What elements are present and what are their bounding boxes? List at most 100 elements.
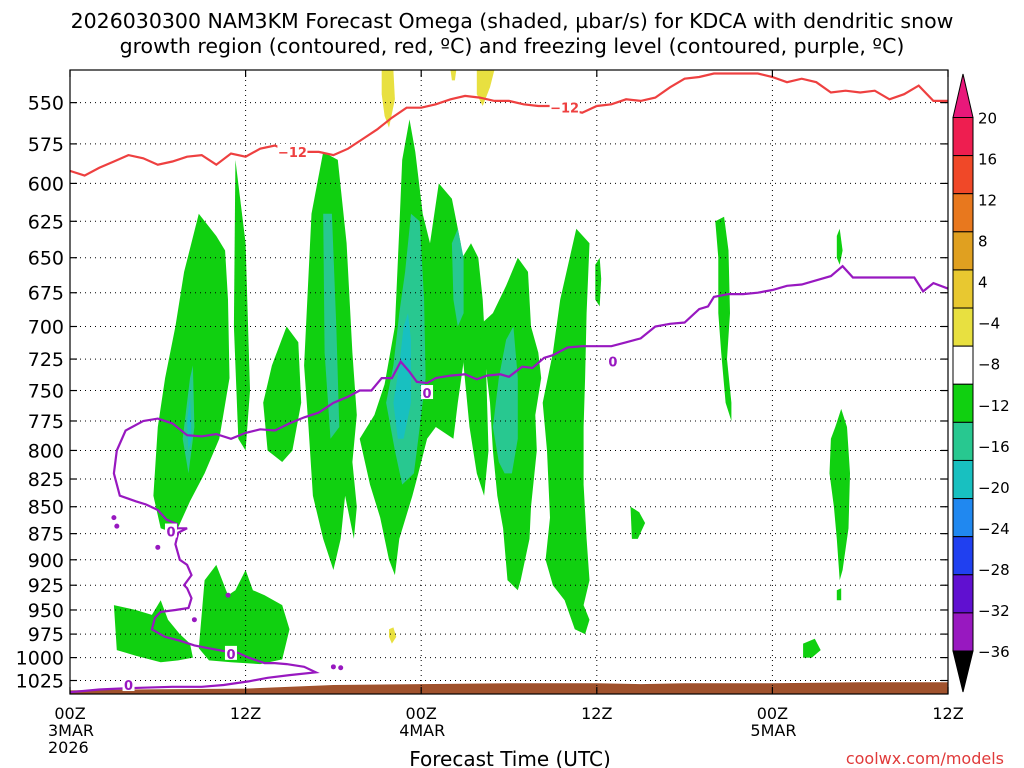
omega-region-minus4: [462, 243, 489, 496]
contour-lines: −12 −12 0 0 0 0 0: [70, 72, 948, 694]
y-tick-label: 550: [28, 93, 64, 115]
omega-region-4: [450, 70, 457, 81]
freezing-label: 0: [166, 526, 175, 541]
omega-region-minus8: [323, 213, 340, 439]
colorbar-label: −32: [978, 602, 1010, 620]
omega-region-minus4: [836, 588, 842, 601]
x-tick-label: 12Z: [932, 704, 963, 723]
colorbar-segment: [952, 383, 974, 423]
y-tick-label: 950: [28, 600, 64, 622]
y-tick-label: 925: [28, 575, 64, 597]
colorbar-segment: [952, 612, 974, 652]
colorbar-label: 20: [978, 110, 997, 128]
y-tick-label: 600: [28, 173, 64, 195]
freezing-level-dot: [330, 664, 336, 670]
freezing-label-bg: [224, 645, 237, 660]
colorbar-segment: [952, 269, 974, 309]
x-tick-label: 00Z: [406, 704, 437, 723]
colorbar-segment: [952, 193, 974, 233]
freezing-label: 0: [608, 356, 617, 371]
omega-region-minus8: [492, 326, 518, 474]
dgz-label: −12: [550, 102, 579, 117]
colorbar-label: −4: [978, 315, 1000, 333]
freezing-label: 0: [124, 679, 133, 694]
omega-region-minus4: [595, 257, 602, 307]
omega-region-minus4: [198, 564, 290, 665]
colorbar-segment: [952, 536, 974, 576]
y-tick-label: 875: [28, 524, 64, 546]
colorbar-label: −24: [978, 520, 1010, 538]
omega-region-minus4: [715, 216, 732, 421]
colorbar-segment: [952, 155, 974, 195]
colorbar-bottom-arrow: [952, 650, 974, 693]
dgz-label-bg: [549, 99, 580, 114]
colorbar-segment: [952, 421, 974, 461]
omega-region-minus4: [263, 326, 302, 462]
freezing-level-dot: [155, 544, 161, 550]
freezing-label-bg: [164, 523, 177, 538]
colorbar-label: 16: [978, 151, 997, 169]
x-tick-label: 12Z: [230, 704, 261, 723]
x-tick-label: 00Z: [757, 704, 788, 723]
y-tick-label: 800: [28, 440, 64, 462]
freezing-level-dot: [338, 665, 344, 671]
colorbar-segment: [952, 498, 974, 538]
y-tick-label: 1000: [16, 648, 64, 670]
ground-surface: [70, 682, 948, 694]
colorbar-label: −36: [978, 643, 1010, 661]
y-tick-label: 675: [28, 283, 64, 305]
omega-region-4: [381, 70, 395, 128]
y-tick-label: 850: [28, 497, 64, 519]
dgz-label-bg: [277, 143, 308, 158]
chart-title-line-2: growth region (contoured, red, ºC) and f…: [120, 34, 905, 58]
omega-region-minus4: [233, 159, 250, 451]
x-axis-label: Forecast Time (UTC): [409, 747, 611, 768]
freezing-label: 0: [423, 387, 432, 402]
dgz-label: −12: [278, 146, 307, 161]
chart-title-line-1: 2026030300 NAM3KM Forecast Omega (shaded…: [71, 9, 954, 33]
y-tick-label: 650: [28, 248, 64, 270]
y-tick-label: 825: [28, 469, 64, 491]
y-tick-label: 900: [28, 550, 64, 572]
y-tick-label: 700: [28, 316, 64, 338]
freezing-label-bg: [122, 677, 135, 692]
plot-frame: [69, 69, 949, 695]
colorbar-label: −12: [978, 397, 1010, 415]
omega-region-minus4: [829, 408, 850, 581]
colorbar-label: −20: [978, 479, 1010, 497]
colorbar-label: −16: [978, 438, 1010, 456]
x-tick-year: 2026: [48, 738, 89, 757]
colorbar-label: 12: [978, 192, 997, 210]
omega-region-minus12: [187, 396, 192, 451]
watermark: coolwx.com/models: [846, 749, 1004, 768]
colorbar-top-arrow: [952, 73, 974, 118]
freezing-level-dot: [225, 592, 231, 598]
y-tick-label: 1025: [16, 671, 64, 693]
colorbar-segment: [952, 459, 974, 500]
y-tick-label: 775: [28, 411, 64, 433]
x-tick-date: 4MAR: [399, 721, 445, 740]
omega-region-minus12: [393, 313, 411, 439]
freezing-label-bg: [421, 385, 434, 400]
colorbar-label: −8: [978, 356, 1000, 374]
freezing-label-bg: [606, 353, 619, 368]
dgz-minus12-line: [70, 72, 948, 177]
omega-region-minus4: [836, 228, 843, 265]
colorbar-segment: [952, 231, 974, 271]
gridlines: [70, 70, 948, 694]
freezing-level-dot: [191, 617, 197, 623]
colorbar-label: −28: [978, 561, 1010, 579]
x-tick-date: 5MAR: [750, 721, 796, 740]
colorbar-segment: [952, 574, 974, 614]
x-tick-label: 12Z: [581, 704, 612, 723]
freezing-level-dot: [114, 523, 120, 529]
pressure-axis: 550 575 600 625 650 675 700 725 750 775 800 825 850 8…: [16, 93, 948, 693]
y-tick-label: 575: [28, 134, 64, 156]
colorbar-label: 8: [978, 233, 988, 251]
colorbar-segment: [952, 345, 974, 385]
plot-content: [70, 70, 948, 694]
y-tick-label: 750: [28, 381, 64, 403]
colorbar-label: 4: [978, 274, 988, 292]
